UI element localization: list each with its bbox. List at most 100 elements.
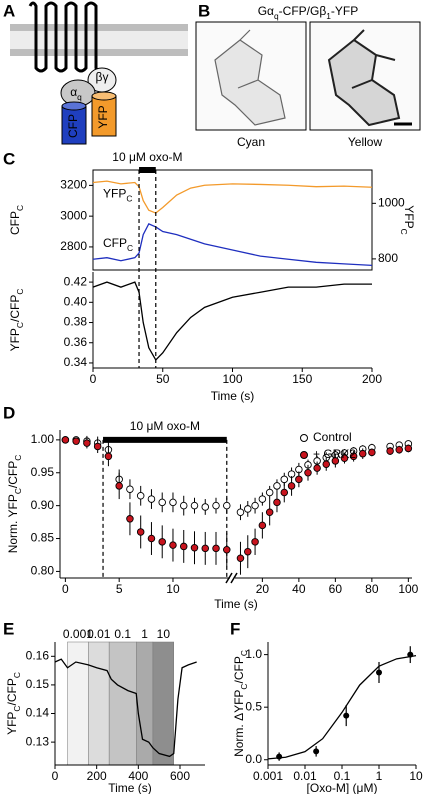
data-point <box>265 508 274 516</box>
subscript: C <box>13 488 23 494</box>
receptor <box>28 1 105 80</box>
text-part: YFP <box>5 712 19 735</box>
data-point <box>61 436 70 444</box>
subscript: C <box>12 672 22 678</box>
data-point <box>244 505 252 513</box>
x-axis-label: Time (s) <box>211 389 255 403</box>
legend-label: + GRK2 <box>313 447 356 461</box>
diagram-label: YFP <box>96 105 110 128</box>
x-tick-label: 100 <box>222 372 242 386</box>
subscript: C <box>127 243 133 253</box>
x-tick-label: 10 <box>409 769 423 783</box>
subscript: q <box>77 92 82 102</box>
y-tick-label: 0.14 <box>26 706 50 720</box>
subscript: C <box>239 683 249 689</box>
region-label: 0.001 <box>63 627 93 641</box>
text-part: Norm. YFP <box>6 494 20 553</box>
data-point <box>179 501 188 510</box>
data-point <box>280 475 289 484</box>
data-point <box>244 547 252 556</box>
panel-label: A <box>3 1 15 20</box>
concentration-region <box>108 641 137 766</box>
data-point <box>251 538 259 546</box>
y-tick-label: 0.38 <box>64 315 88 329</box>
y-tick-label: 0.13 <box>26 734 50 748</box>
y-tick-label: 0.95 <box>31 465 55 479</box>
x-axis-label: [Oxo-M] (μM) <box>307 781 378 794</box>
annotation: 10 μM oxo-M <box>112 150 182 164</box>
data-point <box>236 554 245 563</box>
data-point <box>169 498 177 507</box>
data-point <box>273 482 281 490</box>
y-tick-label: 800 <box>378 251 398 265</box>
subscript: C <box>239 650 249 656</box>
diagram-label: CFP <box>66 114 80 138</box>
data-point <box>258 495 267 503</box>
y-tick-label: 0.85 <box>31 531 55 545</box>
panel-label: D <box>3 403 15 422</box>
line <box>92 180 373 214</box>
data-point <box>212 544 220 553</box>
membrane-leaflet <box>10 24 188 31</box>
concentration-region <box>67 641 89 766</box>
data-point <box>126 485 134 493</box>
x-tick-label: 150 <box>292 372 312 386</box>
y-axis-label: Norm. YFPC/CFPC <box>6 455 23 554</box>
x-axis-label: Time (s) <box>214 597 258 611</box>
data-point <box>115 482 123 490</box>
data-point <box>201 544 210 553</box>
y-tick-label: 0.34 <box>64 355 88 369</box>
y-tick-label: 0.90 <box>31 498 55 512</box>
data-point <box>395 445 403 454</box>
x-tick-label: 80 <box>365 582 379 596</box>
data-point <box>126 515 134 523</box>
data-point <box>223 501 231 510</box>
cells <box>327 29 401 127</box>
axis-break <box>225 572 233 584</box>
x-tick-label: 400 <box>128 769 148 783</box>
data-point <box>331 457 340 465</box>
data-point <box>201 503 210 511</box>
text-part: /CFP <box>5 678 19 705</box>
subscript: C <box>15 205 25 211</box>
y-tick-label: 3200 <box>60 178 87 192</box>
x-tick-label: 40 <box>292 582 306 596</box>
data-point <box>251 501 259 510</box>
text-part: /CFP <box>232 656 246 683</box>
concentration-region <box>136 641 154 766</box>
stimulus-bar <box>103 436 227 443</box>
y-axis-label: CFPC <box>8 205 25 235</box>
diagram-label: αq <box>70 85 82 102</box>
line <box>267 655 417 760</box>
x-tick-label: 10 <box>166 582 180 596</box>
data-point <box>147 534 156 543</box>
data-point <box>258 521 267 530</box>
subscript: C <box>13 455 23 461</box>
y-tick-label: 2800 <box>60 239 87 253</box>
legend-swatch <box>300 451 308 459</box>
region-label: 0.1 <box>114 627 131 641</box>
y-tick-label: 0.0 <box>245 752 262 766</box>
x-axis-label: Time (s) <box>108 781 152 794</box>
image-title: Gαq-CFP/Gβ1-YFP <box>258 4 359 21</box>
data-point <box>358 449 367 458</box>
data-point <box>147 495 156 503</box>
data-point <box>190 543 199 552</box>
x-tick-label: 0.001 <box>253 769 283 783</box>
y-tick-label: 1.0 <box>245 647 262 661</box>
data-point <box>386 447 394 455</box>
data-point <box>72 437 80 445</box>
data-point <box>169 541 177 549</box>
x-tick-label: 60 <box>329 582 343 596</box>
panel-label: F <box>230 619 240 638</box>
region-label: 1 <box>141 627 148 641</box>
plot-frame <box>92 169 373 271</box>
text-part: Gα <box>258 4 274 18</box>
x-tick-label: 200 <box>87 769 107 783</box>
subscript: C <box>126 194 132 204</box>
data-point <box>265 488 274 497</box>
series-label: YFPC <box>103 187 132 204</box>
panel-label: E <box>3 619 14 638</box>
membrane-diagram <box>10 1 188 145</box>
